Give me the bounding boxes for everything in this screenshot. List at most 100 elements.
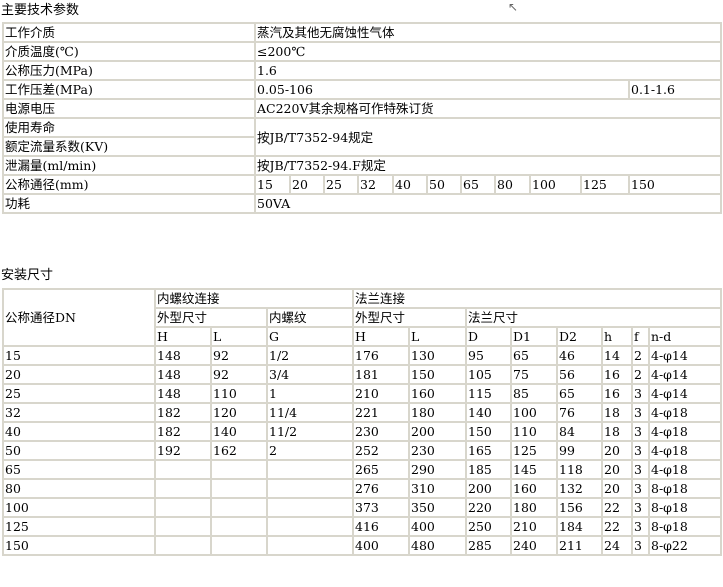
table-cell: 4-φ18 xyxy=(647,459,723,480)
spec-row: 功耗 50VA xyxy=(2,193,723,214)
table-cell: 20 xyxy=(2,364,156,385)
table-cell: 25 xyxy=(2,383,156,404)
header-row: 外型尺寸 内螺纹 外型尺寸 法兰尺寸 xyxy=(3,307,723,328)
outline-size-header: 外型尺寸 xyxy=(154,307,268,328)
table-cell: 180 xyxy=(510,497,558,518)
table-cell: 4-φ14 xyxy=(647,383,723,404)
table-cell: 200 xyxy=(408,421,467,442)
table-cell: 8-φ18 xyxy=(647,478,723,499)
table-cell: 20 xyxy=(601,459,633,480)
table-row: 125 416 400 250 210 184 22 3 8-φ18 xyxy=(2,516,723,537)
spec-value: 50VA xyxy=(253,193,723,214)
inner-thread-header: 内螺纹 xyxy=(266,307,354,328)
table-cell: 350 xyxy=(408,497,467,518)
table-cell: 252 xyxy=(352,440,410,461)
column-header: H xyxy=(352,326,410,347)
table-cell: 8-φ18 xyxy=(647,516,723,537)
dn-value: 80 xyxy=(494,174,531,195)
column-header: h xyxy=(601,326,633,347)
table-cell: 276 xyxy=(352,478,410,499)
spec-label: 电源电压 xyxy=(2,98,256,119)
spec-value: 按JB/T7352-94规定 xyxy=(253,117,723,157)
table-cell: 200 xyxy=(465,478,512,499)
table-cell: 176 xyxy=(352,345,410,366)
table-cell: 148 xyxy=(154,383,212,404)
table-cell: 3 xyxy=(631,421,650,442)
spec-value: 蒸汽及其他无腐蚀性气体 xyxy=(253,22,723,43)
table-cell: 18 xyxy=(601,421,633,442)
table-cell: 373 xyxy=(352,497,410,518)
table-cell: 65 xyxy=(2,459,156,480)
table-row: 150 400 480 285 240 211 24 3 8-φ22 xyxy=(2,535,723,556)
table-cell: 95 xyxy=(465,345,512,366)
table-cell: 100 xyxy=(2,497,156,518)
table-cell: 160 xyxy=(510,478,558,499)
table-cell xyxy=(210,459,268,480)
table-cell xyxy=(266,535,354,556)
dn-value: 150 xyxy=(627,174,723,195)
table-cell: 130 xyxy=(408,345,467,366)
table-cell: 250 xyxy=(465,516,512,537)
table-cell: 240 xyxy=(510,535,558,556)
table-cell: 2 xyxy=(631,345,650,366)
table-cell: 115 xyxy=(465,383,512,404)
table-row: 32 182 120 11/4 221 180 140 100 76 18 3 4-φ18 xyxy=(2,402,723,423)
threaded-header: 内螺纹连接 xyxy=(154,288,354,309)
table-cell: 3 xyxy=(631,497,650,518)
table-cell: 160 xyxy=(408,383,467,404)
table-cell: 285 xyxy=(465,535,512,556)
table-cell: 211 xyxy=(556,535,603,556)
table-cell: 140 xyxy=(210,421,268,442)
spec-row: 泄漏量(ml/min) 按JB/T7352-94.F规定 xyxy=(2,155,723,176)
table-cell: 40 xyxy=(2,421,156,442)
table-cell: 20 xyxy=(601,478,633,499)
column-header: G xyxy=(266,326,354,347)
spec-row: 工作介质 蒸汽及其他无腐蚀性气体 xyxy=(2,22,723,43)
install-title: 安装尺寸 xyxy=(1,268,54,283)
table-cell: 145 xyxy=(510,459,558,480)
table-cell: 182 xyxy=(154,402,212,423)
table-cell: 150 xyxy=(465,421,512,442)
table-cell xyxy=(210,478,268,499)
table-cell: 22 xyxy=(601,497,633,518)
table-cell: 8-φ18 xyxy=(647,497,723,518)
dn-value: 25 xyxy=(323,174,359,195)
table-cell: 4-φ14 xyxy=(647,364,723,385)
spec-label: 公称通径(mm) xyxy=(2,174,256,195)
column-header: H xyxy=(154,326,212,347)
table-cell: 65 xyxy=(556,383,603,404)
table-cell: 75 xyxy=(510,364,558,385)
column-header: D1 xyxy=(510,326,558,347)
table-cell: 400 xyxy=(408,516,467,537)
table-cell: 118 xyxy=(556,459,603,480)
table-cell: 85 xyxy=(510,383,558,404)
header-row: 公称通径DN 内螺纹连接 法兰连接 xyxy=(2,288,723,347)
table-cell: 18 xyxy=(601,402,633,423)
header-row: H L G H L D D1 D2 h f n-d xyxy=(3,326,723,347)
table-cell: 3 xyxy=(631,535,650,556)
table-cell: 3 xyxy=(631,402,650,423)
spec-label: 公称压力(MPa) xyxy=(2,60,256,81)
column-header: f xyxy=(631,326,650,347)
dn-value: 32 xyxy=(357,174,394,195)
spec-row: 使用寿命 按JB/T7352-94规定 xyxy=(2,117,723,157)
mouse-cursor-icon: ↖ xyxy=(508,0,519,14)
table-cell: 16 xyxy=(601,364,633,385)
table-row: 20 148 92 3/4 181 150 105 75 56 16 2 4-φ14 xyxy=(2,364,723,385)
table-cell: 3 xyxy=(631,383,650,404)
column-header: D xyxy=(465,326,512,347)
spec-value: 0.05-106 xyxy=(254,79,630,100)
table-cell xyxy=(154,459,212,480)
table-cell: 3 xyxy=(631,459,650,480)
specs-title: 主要技术参数 xyxy=(1,3,80,18)
specs-table: 工作介质 蒸汽及其他无腐蚀性气体 介质温度(℃) ≤200℃ 公称压力(MPa) 1.… xyxy=(2,22,723,214)
table-cell xyxy=(210,535,268,556)
spec-label: 介质温度(℃) xyxy=(2,41,256,62)
spec-row: 工作压差(MPa) 0.05-106 0.1-1.6 xyxy=(2,79,723,100)
table-cell: 24 xyxy=(601,535,633,556)
table-cell: 110 xyxy=(210,383,268,404)
spec-value-2: 0.1-1.6 xyxy=(627,79,723,100)
dn-value: 100 xyxy=(529,174,582,195)
table-cell: 105 xyxy=(465,364,512,385)
